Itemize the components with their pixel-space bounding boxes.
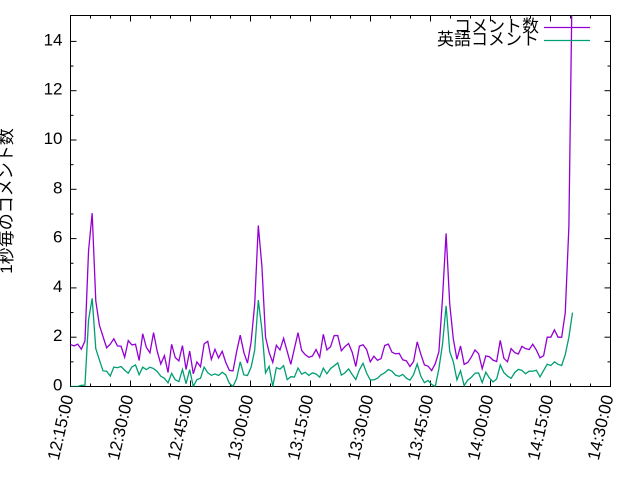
svg-text:英語コメント: 英語コメント <box>437 30 539 49</box>
svg-text:8: 8 <box>53 178 62 197</box>
svg-text:4: 4 <box>53 277 62 296</box>
svg-text:14:15:00: 14:15:00 <box>524 393 557 462</box>
svg-text:1秒毎のコメント数: 1秒毎のコメント数 <box>0 128 16 273</box>
svg-text:13:45:00: 13:45:00 <box>404 393 437 462</box>
svg-text:14:30:00: 14:30:00 <box>584 393 617 462</box>
svg-text:12:45:00: 12:45:00 <box>164 393 197 462</box>
svg-text:12: 12 <box>44 80 63 99</box>
svg-text:13:15:00: 13:15:00 <box>284 393 317 462</box>
svg-text:14:00:00: 14:00:00 <box>464 393 497 462</box>
svg-text:14: 14 <box>44 30 63 49</box>
svg-text:13:30:00: 13:30:00 <box>344 393 377 462</box>
svg-text:0: 0 <box>53 376 62 395</box>
svg-text:2: 2 <box>53 326 62 345</box>
svg-text:12:30:00: 12:30:00 <box>104 393 137 462</box>
svg-text:13:00:00: 13:00:00 <box>224 393 257 462</box>
svg-text:12:15:00: 12:15:00 <box>44 393 77 462</box>
svg-text:6: 6 <box>53 228 62 247</box>
svg-text:10: 10 <box>44 129 63 148</box>
